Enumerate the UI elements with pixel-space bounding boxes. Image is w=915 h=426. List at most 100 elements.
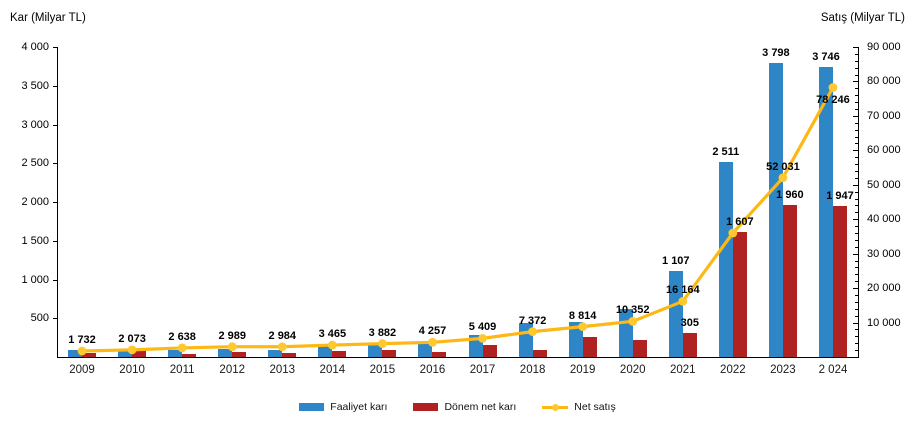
data-label-net-satis: 5 409 [468, 321, 497, 334]
y-axis-right-tick [853, 288, 858, 290]
legend-item-net-satis: Net satış [542, 401, 616, 413]
data-label-donem-net-kari: 1 947 [826, 190, 854, 203]
x-axis-label: 2013 [269, 364, 296, 376]
data-label-faaliyet-kari: 1 107 [662, 255, 690, 268]
bar-donem-net-kari-2021 [682, 333, 697, 357]
y-axis-left-tick-label: 500 [30, 312, 49, 325]
bar-faaliyet-kari-2019 [568, 321, 583, 357]
y-axis-right-minor-tick [855, 308, 858, 310]
bar-faaliyet-kari-2020 [618, 309, 633, 357]
y-axis-right-minor-tick [855, 246, 858, 248]
bar-donem-net-kari-2012 [232, 351, 247, 357]
y-axis-right-minor-tick [855, 191, 858, 193]
x-axis-label: 2020 [619, 364, 646, 376]
bar-faaliyet-kari-2015 [368, 345, 383, 357]
bar-faaliyet-kari-2017 [468, 334, 483, 357]
y-axis-right-minor-tick [855, 177, 858, 179]
data-label-donem-net-kari: 305 [680, 317, 699, 330]
y-axis-left-tick [53, 202, 57, 203]
data-label-net-satis: 78 246 [816, 94, 850, 107]
y-axis-right-minor-tick [855, 102, 858, 104]
x-axis [57, 357, 859, 358]
bar-donem-net-kari-2018 [532, 349, 547, 357]
bar-donem-net-kari-2010 [132, 350, 147, 357]
y-axis-left-tick-label: 4 000 [21, 41, 49, 53]
y-axis-left [57, 47, 58, 358]
y-axis-right-minor-tick [855, 350, 858, 352]
y-axis-right-tick [853, 322, 858, 324]
y-axis-left-tick-label: 2 500 [21, 157, 49, 170]
x-axis-label: 2019 [569, 364, 596, 376]
y-axis-right-minor-tick [855, 329, 858, 331]
data-label-net-satis: 2 984 [268, 329, 297, 342]
y-axis-right-minor-tick [855, 122, 858, 124]
faaliyet-kari-swatch [299, 403, 325, 411]
bar-faaliyet-kari-2022 [718, 162, 733, 357]
bar-donem-net-kari-2015 [382, 350, 397, 357]
x-axis-label: 2011 [169, 364, 195, 376]
x-axis-label: 2012 [219, 364, 246, 376]
y-axis-right-tick [853, 184, 858, 186]
bar-faaliyet-kari-2012 [218, 349, 233, 357]
y-axis-left-tick [53, 240, 57, 242]
bar-donem-net-kari-2013 [282, 353, 297, 357]
y-axis-left-tick-label: 3 500 [21, 79, 49, 92]
legend-item-donem-net-kari: Dönem net karı [413, 401, 516, 413]
y-axis-right-minor-tick [855, 315, 858, 317]
x-axis-label: 2017 [469, 364, 496, 376]
bar-donem-net-kari-2014 [332, 350, 347, 357]
bar-donem-net-kari-2011 [182, 353, 197, 357]
data-label-faaliyet-kari: 3 798 [762, 46, 790, 59]
bar-donem-net-kari-2 024 [832, 206, 847, 357]
y-axis-right-minor-tick [855, 343, 858, 345]
bar-donem-net-kari-2020 [632, 339, 647, 357]
y-axis-left-tick [53, 279, 57, 281]
data-label-net-satis: 2 073 [118, 332, 146, 345]
y-axis-right-minor-tick [855, 281, 858, 283]
y-axis-left-tick [53, 318, 57, 320]
y-axis-left-tick [53, 47, 57, 48]
x-axis-label: 2 024 [818, 364, 848, 376]
y-axis-right-minor-tick [855, 171, 858, 172]
data-label-faaliyet-kari: 3 746 [812, 50, 840, 63]
data-label-net-satis: 7 372 [518, 314, 547, 327]
y-axis-right-tick [853, 47, 858, 48]
data-label-net-satis: 3 465 [318, 328, 347, 341]
donem-net-kari-swatch [413, 403, 439, 411]
y-axis-right-tick-label: 30 000 [867, 247, 901, 260]
y-axis-right-minor-tick [855, 274, 858, 276]
y-axis-right-minor-tick [855, 136, 858, 138]
legend-label: Net satış [574, 401, 616, 413]
y-axis-left-tick [53, 163, 57, 165]
data-label-net-satis: 16 164 [665, 284, 700, 297]
y-axis-right-minor-tick [855, 226, 858, 228]
x-axis-label: 2010 [119, 364, 145, 376]
y-axis-right-tick-label: 50 000 [867, 178, 901, 191]
bar-faaliyet-kari-2 024 [818, 66, 833, 357]
y-axis-right-tick-label: 60 000 [867, 144, 901, 157]
y-axis-right-minor-tick [855, 88, 858, 90]
legend: Faaliyet karı Dönem net karı Net satış [0, 401, 915, 413]
x-axis-label: 2016 [419, 364, 446, 376]
bar-donem-net-kari-2022 [732, 232, 747, 357]
y-axis-right-minor-tick [855, 95, 858, 97]
data-label-net-satis: 1 732 [68, 334, 96, 347]
y-axis-left-tick-label: 1 000 [21, 273, 49, 286]
bar-donem-net-kari-2017 [482, 344, 497, 357]
bar-faaliyet-kari-2009 [68, 350, 83, 357]
y-axis-right-minor-tick [855, 336, 858, 338]
y-axis-right-tick [853, 253, 858, 255]
legend-line-marker-icon [552, 404, 560, 411]
bar-faaliyet-kari-2018 [518, 323, 533, 357]
y-axis-left-tick-label: 1 500 [21, 234, 49, 247]
bar-donem-net-kari-2023 [782, 205, 797, 357]
data-label-net-satis: 10 352 [615, 304, 650, 317]
data-label-donem-net-kari: 1 607 [726, 216, 754, 229]
x-axis-label: 2014 [319, 364, 346, 376]
y-axis-right-minor-tick [855, 301, 858, 303]
bar-faaliyet-kari-2010 [118, 349, 133, 357]
left-axis-title: Kar (Milyar TL) [10, 12, 86, 24]
data-label-net-satis: 3 882 [368, 326, 397, 339]
data-label-net-satis: 2 989 [218, 329, 246, 342]
